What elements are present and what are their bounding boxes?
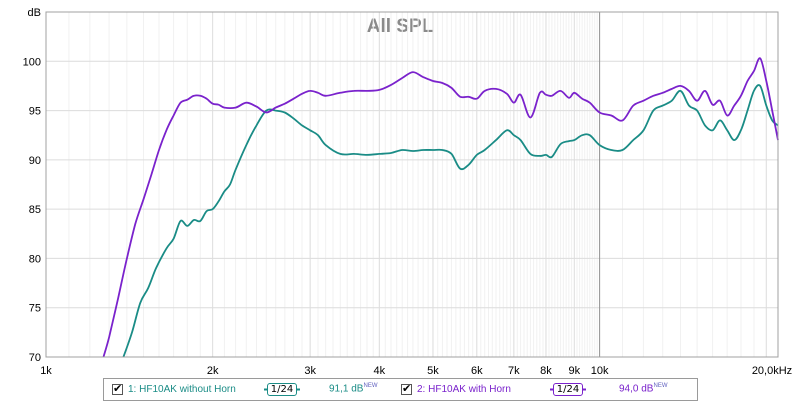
- checkbox-series-2[interactable]: [401, 382, 412, 395]
- plot-frame: [45, 11, 779, 358]
- chart-grid: [46, 11, 778, 358]
- y-axis-ticks: 70 75 80 85 90 95 100 dB: [23, 7, 41, 364]
- smoothing-control-series-1[interactable]: 1/24: [264, 383, 300, 396]
- y-tick-label: 80: [29, 253, 41, 265]
- series-line-2: [102, 57, 779, 358]
- level-value-series-2: 94,0 dB: [619, 383, 654, 395]
- chart-series: [102, 57, 779, 358]
- x-tick-label: 6k: [471, 365, 483, 377]
- y-tick-label: 95: [29, 106, 41, 118]
- x-tick-label: 8k: [540, 365, 552, 377]
- smoothing-control-series-2[interactable]: 1/24: [550, 383, 586, 396]
- x-tick-label: 9k: [568, 365, 580, 377]
- legend: 1: HF10AK without Horn 1/24 91,1 dBNEW 2…: [103, 378, 698, 401]
- x-axis-ticks: 1k 2k 3k 4k 5k 6k 7k 8k 9k 10k 20,0kHz: [40, 365, 792, 377]
- x-tick-label: 10k: [591, 365, 609, 377]
- checkbox-series-1[interactable]: [112, 382, 123, 395]
- level-value-series-1: 91,1 dB: [329, 383, 364, 395]
- x-tick-label: 2k: [207, 365, 219, 377]
- x-tick-label: 1k: [40, 365, 52, 377]
- y-tick-label: 100: [23, 56, 41, 68]
- x-tick-label: 7k: [508, 365, 520, 377]
- x-tick-label: 3k: [304, 365, 316, 377]
- x-tick-label: 4k: [373, 365, 385, 377]
- legend-label-series-2: 2: HF10AK with Horn: [417, 384, 511, 395]
- smoothing-value-series-2: 1/24: [553, 383, 583, 396]
- new-badge-series-2: NEW: [653, 383, 668, 389]
- x-tick-label: 20,0kHz: [752, 365, 792, 377]
- chart-title: All SPL: [367, 16, 434, 37]
- level-series-1: 91,1 dBNEW: [329, 383, 377, 394]
- new-badge-series-1: NEW: [363, 383, 378, 389]
- y-tick-label: dB: [28, 7, 41, 19]
- legend-item-series-2: 2: HF10AK with Horn: [401, 379, 511, 400]
- y-tick-label: 90: [29, 155, 41, 167]
- legend-label-series-1: 1: HF10AK without Horn: [128, 384, 236, 395]
- y-tick-label: 70: [29, 352, 41, 364]
- legend-item-series-1: 1: HF10AK without Horn: [112, 379, 236, 400]
- x-tick-label: 5k: [427, 365, 439, 377]
- y-tick-label: 85: [29, 204, 41, 216]
- y-tick-label: 75: [29, 303, 41, 315]
- smoothing-value-series-1: 1/24: [267, 383, 297, 396]
- level-series-2: 94,0 dBNEW: [619, 383, 667, 394]
- series-line-1: [122, 84, 779, 358]
